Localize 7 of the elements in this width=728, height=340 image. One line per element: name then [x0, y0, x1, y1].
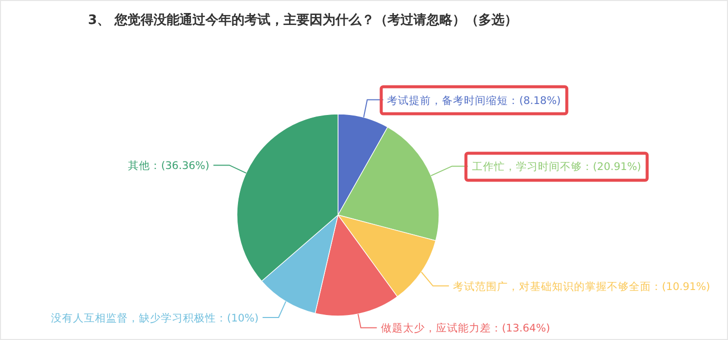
- slice-label: 考试范围广，对基础知识的掌握不够全面：(10.91%): [452, 280, 710, 293]
- chart-title: 3、 您觉得没能通过今年的考试，主要因为什么？（考过请忽略）（多选）: [88, 12, 518, 28]
- slice-label: 没有人互相监督，缺少学习积极性：(10%): [51, 312, 259, 324]
- slice-label: 做题太少，应试能力差：(13.64%): [380, 322, 550, 335]
- slice-label: 工作忙，学习时间不够：(20.91%): [472, 161, 642, 174]
- slice-label: 其他：(36.36%): [128, 160, 210, 172]
- slice-label: 考试提前，备考时间缩短：(8.18%): [387, 94, 561, 107]
